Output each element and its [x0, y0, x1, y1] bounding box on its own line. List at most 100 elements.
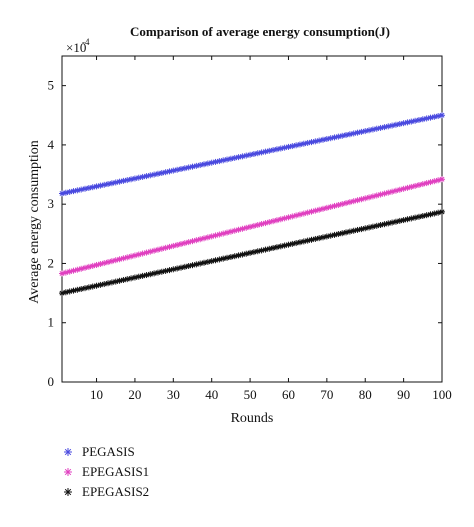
data-point: [231, 253, 238, 260]
data-point: [362, 128, 369, 135]
data-point: [120, 276, 127, 283]
data-point: [323, 135, 330, 142]
data-point: [143, 173, 150, 180]
data-point: [193, 162, 200, 169]
data-point: [270, 244, 277, 251]
data-point: [105, 280, 112, 287]
data-point: [177, 264, 184, 271]
data-point: [281, 242, 288, 249]
data-point: [158, 169, 165, 176]
data-point: [105, 181, 112, 188]
data-point: [135, 174, 142, 181]
y-tick-label: 2: [48, 255, 55, 270]
data-point: [250, 249, 257, 256]
legend-item: EPEGASIS2: [64, 484, 149, 499]
plot-frame: [61, 55, 443, 383]
data-point: [62, 189, 69, 196]
data-point: [250, 150, 257, 157]
data-point: [293, 240, 300, 247]
data-point: [316, 206, 323, 213]
data-point: [143, 272, 150, 279]
data-point: [435, 209, 442, 216]
data-point: [389, 122, 396, 129]
legend-label: EPEGASIS1: [82, 464, 149, 479]
data-point: [201, 161, 208, 168]
data-point: [78, 186, 85, 193]
data-point: [423, 115, 430, 122]
x-tick-label: 50: [244, 387, 257, 402]
y-multiplier: ×10 -4: [66, 37, 90, 55]
data-point: [350, 130, 357, 137]
data-point: [185, 164, 192, 171]
data-point: [89, 184, 96, 191]
legend-marker: [64, 488, 72, 496]
data-point: [392, 121, 399, 128]
data-point: [412, 214, 419, 221]
data-point: [327, 135, 334, 142]
y-multiplier-exponent: -4: [82, 37, 90, 47]
data-point: [400, 217, 407, 224]
x-tick-label: 60: [282, 387, 295, 402]
data-point: [346, 228, 353, 235]
data-point: [93, 282, 100, 289]
data-point: [166, 168, 173, 175]
data-point: [400, 120, 407, 127]
data-point: [308, 236, 315, 243]
data-point: [412, 182, 419, 189]
data-point: [266, 147, 273, 154]
legend: PEGASIS EPEGASIS1 EPEGASIS2: [64, 444, 149, 499]
data-point: [381, 124, 388, 131]
y-axis-label: Average energy consumption: [27, 140, 42, 304]
data-point: [262, 246, 269, 253]
data-point: [385, 220, 392, 227]
data-point: [154, 170, 161, 177]
data-point: [389, 219, 396, 226]
data-point: [439, 176, 445, 183]
data-point: [235, 154, 242, 161]
data-point: [154, 246, 161, 253]
data-point: [247, 249, 254, 256]
data-point: [300, 238, 307, 245]
data-point: [78, 285, 85, 292]
data-point: [128, 176, 135, 183]
data-point: [308, 208, 315, 215]
data-point: [208, 159, 215, 166]
data-point: [174, 166, 181, 173]
data-point: [327, 232, 334, 239]
data-point: [404, 216, 411, 223]
data-point: [254, 150, 261, 157]
x-tick-label: 30: [167, 387, 180, 402]
data-point: [59, 190, 65, 197]
data-point: [373, 125, 380, 132]
data-point: [120, 255, 127, 262]
data-point: [408, 118, 415, 125]
data-point: [74, 286, 81, 293]
data-point: [427, 211, 434, 218]
data-point: [170, 266, 177, 273]
data-point: [312, 235, 319, 242]
data-point: [154, 269, 161, 276]
data-point: [285, 241, 292, 248]
data-point: [97, 281, 104, 288]
data-point: [101, 181, 108, 188]
data-point: [273, 146, 280, 153]
x-axis-label: Rounds: [231, 411, 274, 426]
data-point: [147, 271, 154, 278]
data-point: [108, 279, 115, 286]
data-point: [358, 128, 365, 135]
data-point: [235, 252, 242, 259]
legend-marker: [64, 448, 72, 456]
x-axis-ticks: 10 20 30 40 50 60 70 80 90 100: [90, 56, 452, 402]
data-point: [273, 244, 280, 251]
data-point: [323, 233, 330, 240]
data-point: [204, 160, 211, 167]
data-point: [124, 177, 131, 184]
data-point: [354, 129, 361, 136]
y-tick-label: 1: [48, 315, 55, 330]
data-point: [227, 155, 234, 162]
data-point: [258, 149, 265, 156]
data-point: [181, 165, 188, 172]
data-point: [139, 272, 146, 279]
data-point: [419, 212, 426, 219]
data-point: [85, 263, 92, 270]
